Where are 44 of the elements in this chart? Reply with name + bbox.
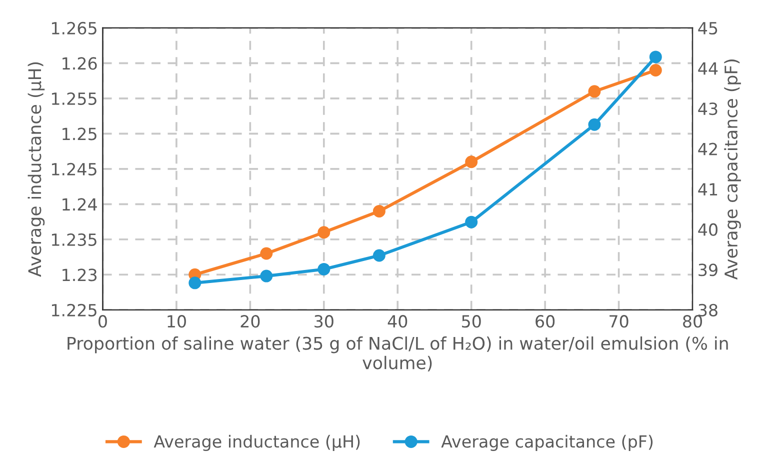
y2-tick-label: 44	[698, 62, 718, 75]
y2-tick-label: 39	[698, 264, 718, 276]
y-tick-label: 1.265	[52, 22, 96, 35]
x-tick-label: 80	[683, 315, 702, 328]
point	[465, 216, 478, 228]
y-tick-label: 1.24	[62, 198, 97, 210]
point	[649, 50, 662, 64]
point	[465, 156, 478, 168]
x-tick-label: 70	[610, 315, 628, 328]
x-tick-label: 20	[240, 315, 260, 328]
y2-tick-label: 45	[698, 22, 718, 35]
x-tick-label: 40	[388, 315, 408, 328]
point	[188, 276, 202, 290]
y2-tick-label: 43	[698, 102, 718, 116]
x-tick-label: 50	[462, 315, 481, 328]
point	[260, 270, 273, 282]
y2-tick-label: 38	[698, 304, 718, 316]
x-tick-label: 30	[314, 315, 334, 328]
y-tick-label: 1.26	[62, 57, 97, 70]
y2-tick-label: 41	[698, 183, 718, 196]
x-tick-label: 10	[168, 315, 186, 328]
y-tick-label: 1.245	[52, 162, 96, 176]
point	[588, 118, 601, 131]
point	[649, 64, 662, 76]
x-axis-title: Proportion of saline water (35 g of NaCl/L of H₂O) in water/oil emulsion (% in volume)	[68, 336, 728, 372]
point	[588, 85, 601, 98]
point	[318, 262, 330, 276]
legend-label: Average inductance (µH)	[154, 434, 360, 451]
y-tick-label: 1.235	[52, 233, 96, 246]
y-tick-label: 1.255	[52, 92, 96, 106]
y-axis-title: Average inductance (µH)	[28, 62, 45, 277]
x-tick-label: 0	[98, 315, 107, 328]
y2-tick-label: 42	[698, 142, 717, 156]
y-tick-label: 1.23	[62, 268, 97, 282]
y2-axis-title: Average capacitance (pF)	[724, 60, 741, 280]
legend-label: Average capacitance (pF)	[441, 434, 653, 451]
y2-tick-label: 40	[698, 223, 718, 236]
x-tick-label: 60	[536, 315, 555, 328]
point	[318, 226, 330, 239]
point	[372, 204, 386, 218]
y-tick-label: 1.225	[52, 304, 96, 316]
point	[372, 249, 386, 262]
y-tick-label: 1.25	[62, 128, 96, 140]
point	[260, 247, 273, 260]
